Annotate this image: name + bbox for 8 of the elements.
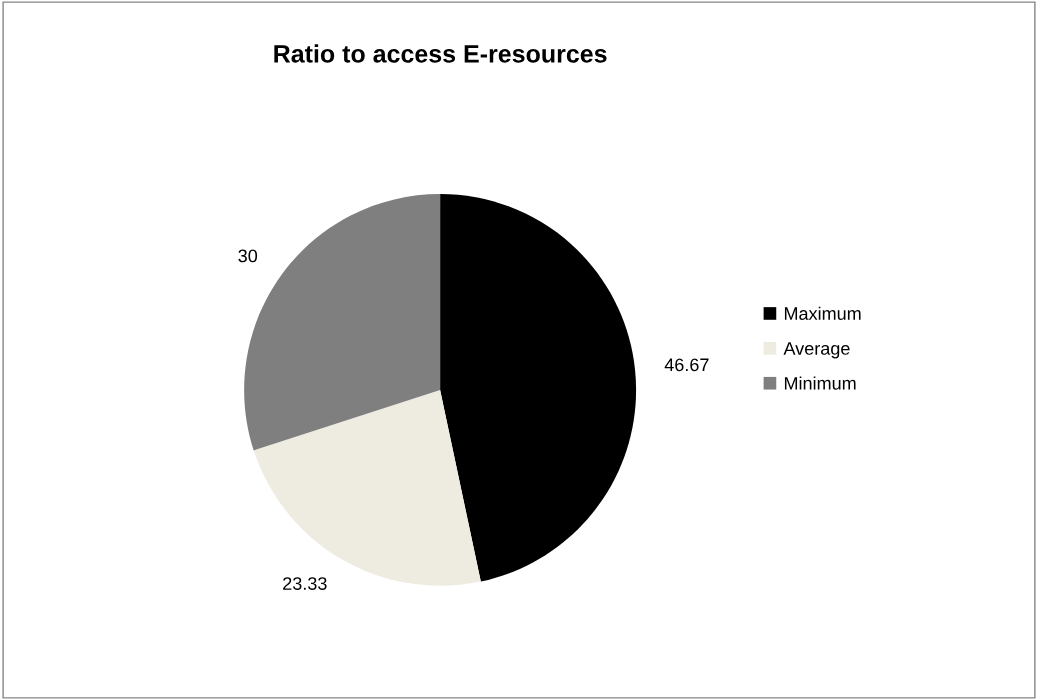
legend-label: Average bbox=[783, 342, 850, 359]
data-label: 46.67 bbox=[664, 358, 709, 372]
chart-title: Ratio to access E-resources bbox=[274, 44, 607, 63]
legend-label: Minimum bbox=[784, 376, 856, 390]
data-label: 30 bbox=[238, 249, 258, 263]
legend-label: Maximum bbox=[784, 306, 861, 320]
data-label: 23.33 bbox=[283, 577, 327, 590]
pie-slice bbox=[440, 193, 637, 582]
